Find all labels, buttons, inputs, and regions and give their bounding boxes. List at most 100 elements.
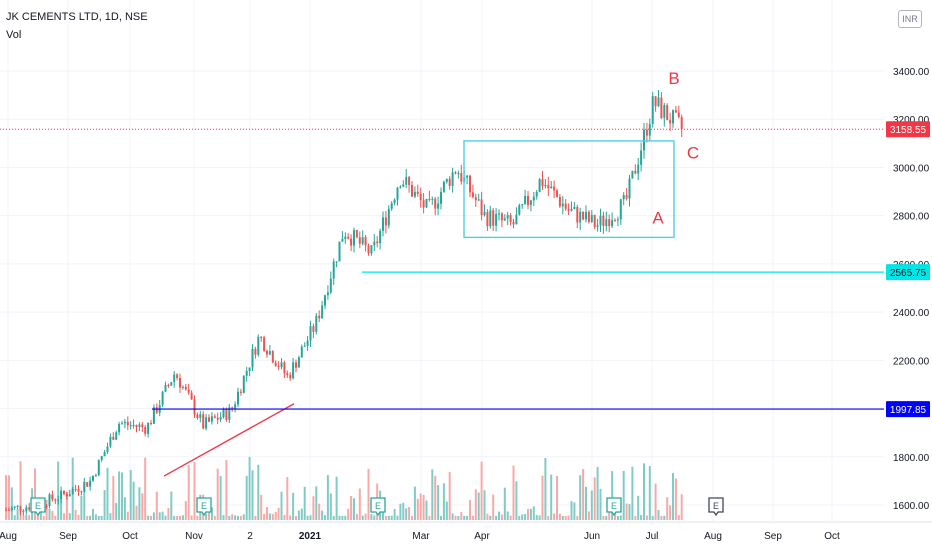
- candle-body: [631, 170, 634, 179]
- candle-body: [419, 193, 422, 201]
- candle-body: [538, 179, 541, 192]
- volume-bar: [332, 515, 335, 520]
- candle-body: [457, 172, 460, 174]
- volume-bar: [535, 514, 538, 520]
- earnings-marker[interactable]: E: [708, 497, 724, 517]
- candle-body: [138, 424, 141, 427]
- candle-body: [541, 179, 544, 187]
- earnings-marker[interactable]: E: [196, 497, 212, 517]
- price-tick-label: 3400.00: [893, 67, 930, 78]
- candle-body: [193, 399, 196, 415]
- earnings-marker-label: E: [611, 501, 617, 511]
- candle-body: [170, 382, 173, 386]
- volume-bar: [344, 515, 347, 520]
- volume-bar: [254, 515, 257, 520]
- candle-body: [210, 416, 213, 422]
- volume-bar: [10, 487, 13, 520]
- volume-bar: [152, 512, 155, 520]
- volume-bar: [112, 475, 115, 520]
- volume-bar: [303, 486, 306, 520]
- candle-body: [161, 391, 164, 406]
- candle-body: [376, 241, 379, 244]
- candle-body: [268, 351, 271, 355]
- earnings-marker[interactable]: E: [606, 497, 622, 517]
- volume-bar: [611, 471, 614, 520]
- volume-bar: [324, 515, 326, 520]
- price-axis[interactable]: 3400.003200.003000.002800.002600.002400.…: [884, 0, 932, 522]
- candle-body: [86, 482, 89, 487]
- volume-bar: [83, 481, 86, 520]
- volume-bar: [506, 511, 509, 520]
- candle-body: [297, 357, 300, 368]
- candle-body: [561, 203, 564, 207]
- volume-bar: [42, 515, 45, 520]
- level-price-badge[interactable]: [886, 401, 930, 418]
- volume-bar: [89, 515, 92, 520]
- volume-bar: [593, 477, 596, 520]
- symbol-title[interactable]: JK CEMENTS LTD, 1D, NSE: [6, 11, 148, 23]
- candle-body: [666, 105, 669, 121]
- candle-body: [141, 424, 144, 428]
- volume-bar: [480, 461, 483, 520]
- price-tick-label: 1600.00: [893, 501, 930, 512]
- earnings-marker-label: E: [35, 501, 41, 511]
- volume-bar: [68, 513, 71, 520]
- candle-body: [152, 407, 155, 424]
- time-axis[interactable]: Aug Sep Oct Nov 2 2021 Mar Apr Jun Jul Aug Sep Oct: [0, 521, 932, 542]
- volume-bar: [440, 515, 442, 520]
- candle-body: [309, 326, 312, 341]
- level-price-badge-label: 2565.75: [890, 268, 927, 279]
- candle-body: [469, 175, 471, 193]
- candle-body: [202, 414, 205, 429]
- volume-bar: [532, 506, 535, 520]
- candle-body: [614, 220, 616, 222]
- candle-body: [599, 215, 602, 226]
- earnings-marker[interactable]: E: [370, 497, 386, 517]
- volume-bar: [396, 515, 399, 520]
- volume-bar: [208, 512, 210, 520]
- currency-badge[interactable]: INR: [898, 10, 922, 28]
- volume-bar: [355, 513, 358, 520]
- candle-body: [57, 499, 60, 501]
- volume-bar: [7, 475, 10, 520]
- candle-body: [16, 505, 19, 507]
- volume-bar: [176, 515, 179, 520]
- candle-body: [303, 345, 306, 347]
- candle-body: [100, 456, 103, 461]
- drawings: A B C E E E E E: [0, 69, 884, 517]
- candle-body: [312, 326, 315, 332]
- volume-bar: [370, 514, 373, 520]
- time-tick-label: Sep: [764, 531, 782, 542]
- volume-bar: [248, 456, 251, 520]
- volume-bar: [65, 491, 68, 520]
- price-tick-label: 3000.00: [893, 163, 930, 174]
- volume-bar: [338, 515, 341, 520]
- earnings-marker-label: E: [375, 501, 381, 511]
- candle-body: [199, 414, 202, 418]
- candle-body: [590, 214, 593, 222]
- candle-body: [382, 217, 384, 231]
- range-rectangle[interactable]: [463, 140, 675, 239]
- candle-body: [74, 488, 77, 490]
- volume-bar: [564, 515, 567, 520]
- trendline[interactable]: [163, 403, 295, 477]
- candle-body: [532, 196, 535, 201]
- time-tick-label: Nov: [185, 531, 203, 542]
- candle-body: [361, 237, 364, 244]
- earnings-marker[interactable]: E: [30, 497, 46, 517]
- candle-body: [115, 432, 118, 440]
- candle-body: [451, 172, 454, 187]
- volume-bar: [587, 511, 590, 520]
- volume-bar: [251, 470, 254, 520]
- volume-label[interactable]: Vol: [6, 29, 22, 41]
- candle-body: [216, 417, 219, 420]
- volume-bar: [216, 468, 219, 520]
- level-price-badge[interactable]: [886, 264, 930, 281]
- last-price-badge[interactable]: [886, 121, 930, 138]
- volume-bar: [341, 515, 344, 520]
- volume-bar: [553, 513, 556, 520]
- candle-body: [106, 446, 109, 453]
- candle-body: [353, 230, 355, 246]
